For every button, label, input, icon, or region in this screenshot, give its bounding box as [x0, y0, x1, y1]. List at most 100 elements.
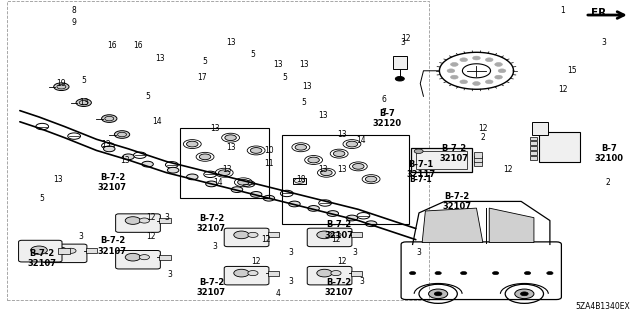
- Text: 5: 5: [282, 73, 287, 82]
- Text: 13: 13: [156, 53, 165, 62]
- Bar: [159, 218, 171, 223]
- Circle shape: [225, 135, 236, 140]
- Circle shape: [353, 164, 364, 169]
- Text: 2: 2: [481, 133, 485, 142]
- Text: 3: 3: [289, 248, 294, 257]
- Circle shape: [168, 167, 179, 173]
- Circle shape: [524, 271, 531, 275]
- Bar: [351, 270, 362, 276]
- Circle shape: [308, 157, 319, 163]
- Text: FR.: FR.: [591, 8, 611, 19]
- Text: 8: 8: [72, 6, 77, 15]
- Text: 12: 12: [146, 232, 156, 241]
- Text: 13: 13: [318, 111, 328, 120]
- Bar: [7, 1, 429, 300]
- Polygon shape: [422, 208, 483, 243]
- Circle shape: [429, 289, 448, 299]
- Text: 5: 5: [81, 76, 86, 85]
- Text: 12: 12: [401, 35, 411, 44]
- Text: 3: 3: [212, 242, 217, 251]
- Text: 13: 13: [226, 38, 236, 47]
- Text: 13: 13: [223, 165, 232, 174]
- Circle shape: [460, 58, 467, 62]
- Text: 10: 10: [264, 146, 274, 155]
- Text: 3: 3: [168, 270, 172, 279]
- Circle shape: [250, 148, 262, 153]
- FancyBboxPatch shape: [19, 240, 62, 262]
- Circle shape: [346, 215, 358, 221]
- Text: B-7-2
32107: B-7-2 32107: [98, 172, 127, 192]
- Circle shape: [461, 271, 467, 275]
- Polygon shape: [489, 208, 534, 243]
- Bar: [415, 151, 467, 169]
- Bar: [293, 178, 306, 184]
- Circle shape: [142, 161, 154, 167]
- Circle shape: [435, 292, 442, 296]
- Circle shape: [104, 146, 115, 152]
- Text: 5: 5: [250, 50, 255, 59]
- Circle shape: [186, 141, 198, 147]
- Text: 16: 16: [133, 41, 143, 50]
- Text: 3: 3: [359, 276, 364, 285]
- Bar: [532, 122, 548, 134]
- FancyBboxPatch shape: [224, 228, 269, 247]
- Text: 19: 19: [56, 79, 66, 88]
- Text: 13: 13: [79, 98, 88, 107]
- Text: B-7-2
32107: B-7-2 32107: [443, 192, 472, 211]
- Circle shape: [66, 248, 76, 253]
- Circle shape: [321, 170, 332, 176]
- Text: B-7
32120: B-7 32120: [372, 109, 402, 128]
- Bar: [531, 151, 537, 155]
- Circle shape: [331, 270, 341, 276]
- Circle shape: [31, 246, 47, 254]
- Circle shape: [140, 255, 150, 260]
- Text: B-7-2
32107: B-7-2 32107: [197, 214, 226, 233]
- Circle shape: [125, 217, 141, 224]
- Bar: [539, 132, 580, 162]
- Circle shape: [396, 76, 404, 81]
- Circle shape: [295, 144, 307, 150]
- Text: 12: 12: [478, 124, 488, 132]
- Text: 14: 14: [152, 117, 162, 126]
- Bar: [531, 156, 537, 160]
- Circle shape: [317, 231, 332, 239]
- Text: 3: 3: [164, 213, 169, 222]
- Circle shape: [218, 170, 230, 176]
- Text: 3: 3: [353, 248, 358, 257]
- Text: B-7-2
32107: B-7-2 32107: [197, 278, 226, 297]
- Circle shape: [308, 205, 319, 211]
- Text: 1: 1: [560, 6, 565, 15]
- Circle shape: [115, 131, 130, 138]
- Text: 13: 13: [120, 156, 130, 164]
- Text: 2: 2: [605, 178, 610, 187]
- Circle shape: [140, 218, 150, 223]
- Text: 13: 13: [300, 60, 309, 69]
- Text: 5: 5: [145, 92, 150, 101]
- Circle shape: [365, 221, 377, 227]
- Circle shape: [515, 289, 534, 299]
- Bar: [179, 128, 269, 198]
- Circle shape: [263, 196, 275, 201]
- FancyBboxPatch shape: [42, 244, 87, 263]
- Bar: [393, 56, 407, 69]
- Circle shape: [199, 154, 211, 160]
- Bar: [282, 134, 410, 224]
- Text: 13: 13: [101, 140, 111, 148]
- Circle shape: [472, 56, 480, 60]
- Circle shape: [248, 232, 258, 237]
- Bar: [531, 141, 537, 145]
- Bar: [58, 248, 70, 254]
- Text: 12: 12: [261, 235, 271, 244]
- Bar: [531, 137, 537, 140]
- Text: B-7-2
32107: B-7-2 32107: [98, 236, 127, 256]
- Bar: [474, 156, 482, 162]
- Circle shape: [234, 231, 249, 239]
- Circle shape: [327, 211, 339, 216]
- Text: 12: 12: [146, 213, 156, 222]
- Text: 14: 14: [213, 178, 223, 187]
- Circle shape: [250, 192, 262, 197]
- Text: 12: 12: [558, 85, 568, 94]
- Circle shape: [547, 271, 553, 275]
- Text: 18: 18: [296, 175, 305, 184]
- Text: 5ZA4B1340EX: 5ZA4B1340EX: [575, 302, 630, 311]
